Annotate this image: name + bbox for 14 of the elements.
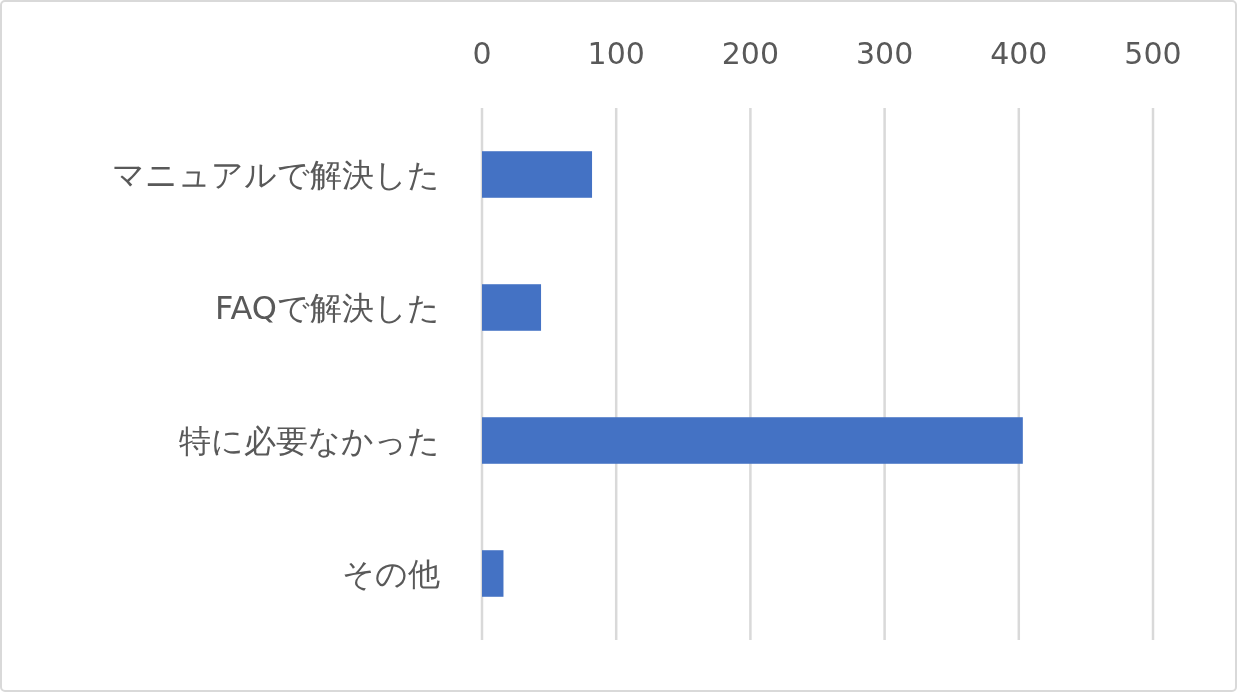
x-tick-label: 500: [1124, 36, 1182, 71]
y-tick-label: 特に必要なかった: [179, 421, 440, 460]
x-tick-label: 400: [990, 36, 1048, 71]
x-tick-label: 300: [855, 36, 914, 71]
y-tick-label: マニュアルで解決した: [112, 155, 440, 194]
bar: [482, 284, 542, 331]
x-tick-label: 100: [587, 36, 645, 71]
x-tick-label: 200: [721, 36, 780, 71]
bar: [482, 550, 504, 597]
y-tick-label: FAQで解決した: [215, 288, 440, 327]
bar: [482, 417, 1023, 464]
bar: [482, 151, 593, 198]
x-tick-label: 0: [472, 36, 492, 71]
y-tick-label: その他: [342, 554, 440, 593]
